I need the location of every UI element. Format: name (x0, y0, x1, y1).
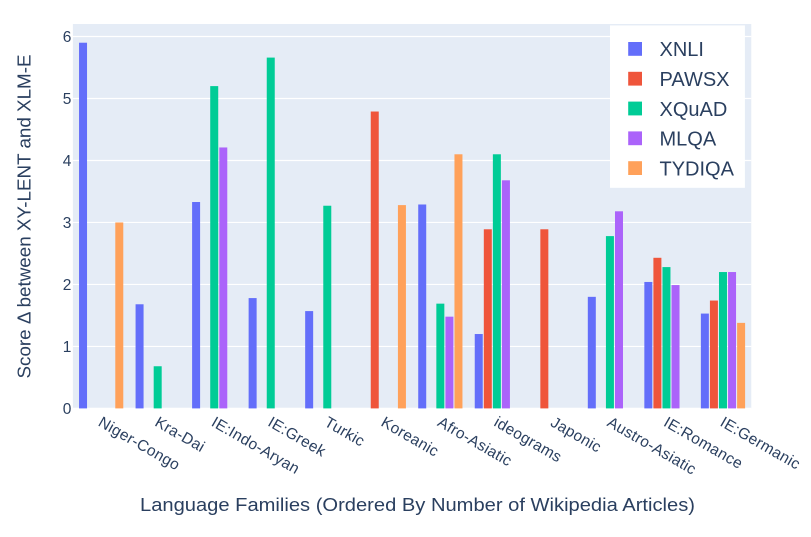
svg-text:2: 2 (63, 277, 72, 294)
svg-text:5: 5 (63, 91, 72, 108)
svg-text:3: 3 (63, 215, 72, 232)
svg-text:PAWSX: PAWSX (660, 69, 730, 91)
svg-text:TYDIQA: TYDIQA (660, 158, 735, 180)
svg-text:XNLI: XNLI (660, 39, 704, 61)
svg-text:Language Families (Ordered By: Language Families (Ordered By Number of … (140, 495, 695, 515)
svg-text:XQuAD: XQuAD (660, 99, 728, 121)
svg-text:4: 4 (63, 153, 72, 170)
svg-text:0: 0 (63, 401, 72, 418)
svg-text:Score Δ between XY-LENT and XL: Score Δ between XY-LENT and XLM-E (14, 55, 34, 379)
svg-text:1: 1 (63, 339, 72, 356)
svg-text:6: 6 (63, 29, 72, 46)
svg-text:MLQA: MLQA (660, 129, 717, 151)
